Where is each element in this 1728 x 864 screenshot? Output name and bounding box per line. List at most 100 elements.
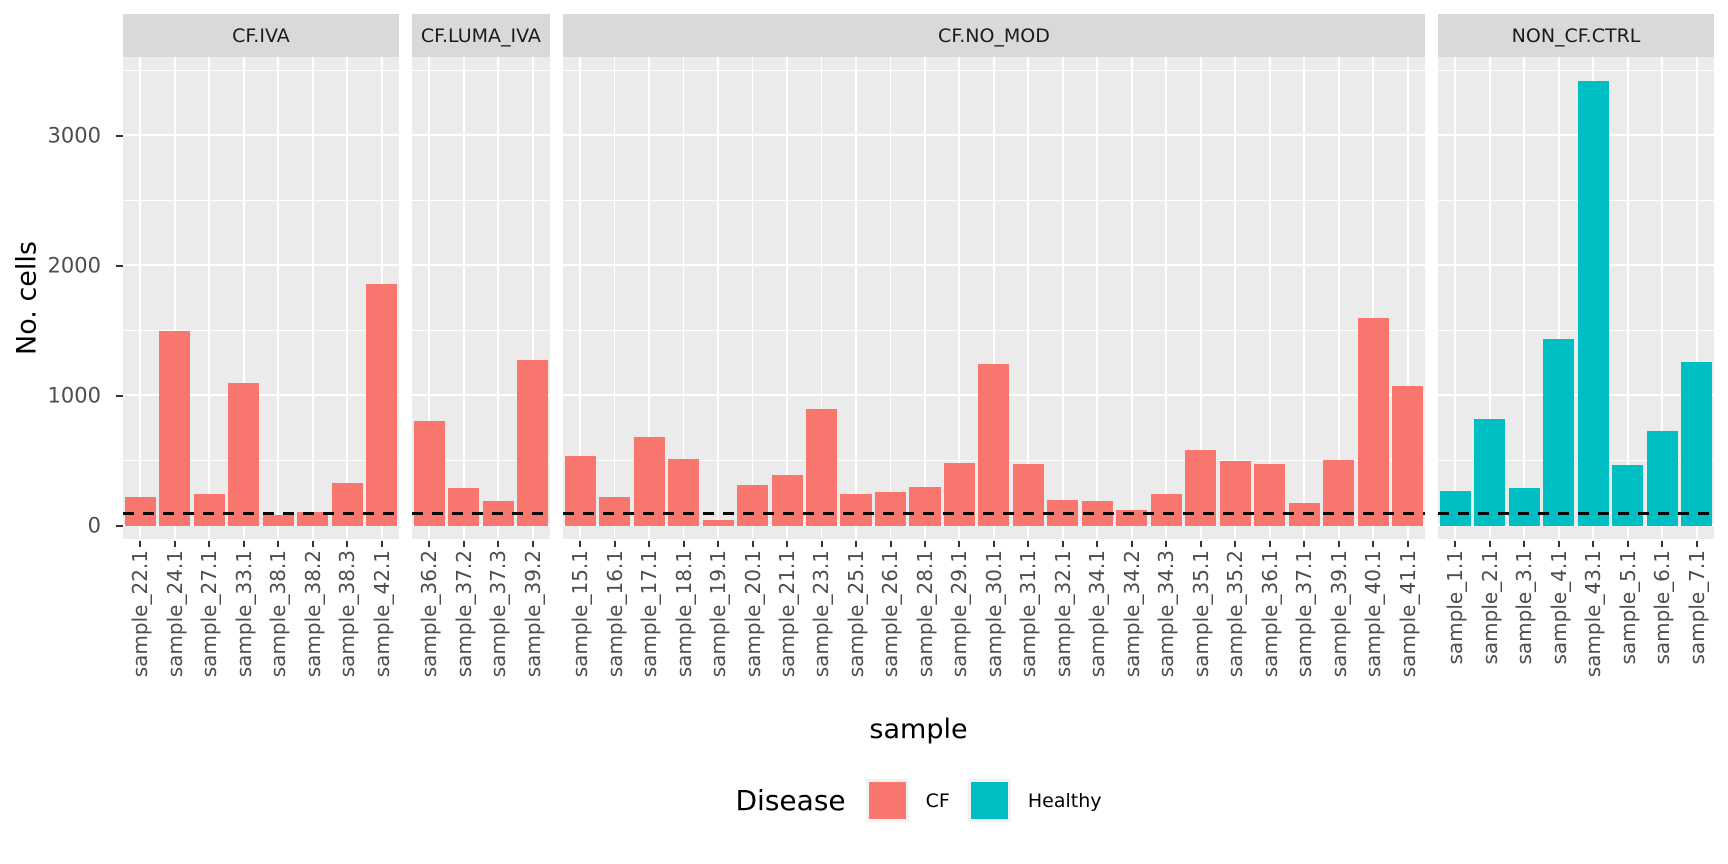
x-tick-mark bbox=[497, 541, 500, 547]
gridline-horizontal bbox=[123, 263, 399, 266]
legend-key bbox=[967, 779, 1011, 822]
gridline-vertical bbox=[717, 57, 719, 539]
gridline-vertical bbox=[462, 57, 465, 539]
y-axis: No. cells 0 1000 2000 3000 bbox=[0, 14, 123, 539]
bar-sample_38.2 bbox=[297, 511, 329, 526]
x-tick-label: sample_34.3 bbox=[1154, 550, 1179, 678]
gridline-vertical bbox=[786, 57, 788, 539]
x-tick-label: sample_35.2 bbox=[1223, 550, 1248, 678]
gridline-horizontal bbox=[1438, 459, 1714, 461]
bar-sample_25.1 bbox=[840, 494, 872, 526]
facet-strip: NON_CF.CTRL bbox=[1438, 14, 1714, 57]
bar-sample_33.1 bbox=[228, 383, 260, 526]
bar-sample_41.1 bbox=[1392, 385, 1424, 526]
x-tick-mark bbox=[1303, 541, 1306, 547]
gridline-horizontal bbox=[411, 393, 550, 396]
bar-sample_36.2 bbox=[413, 420, 445, 526]
bar-sample_30.1 bbox=[978, 363, 1010, 526]
x-tick-label: sample_36.1 bbox=[1257, 550, 1282, 678]
x-tick-label: sample_28.1 bbox=[912, 550, 937, 678]
legend-swatch bbox=[970, 782, 1008, 819]
x-tick-mark bbox=[923, 541, 926, 547]
bar-sample_43.1 bbox=[1577, 81, 1609, 526]
x-tick-mark bbox=[1523, 541, 1526, 547]
x-tick-mark bbox=[1592, 541, 1595, 547]
facet-panels: CF.IVA sample_22.1 sample_24.1 sample_27.1 s… bbox=[123, 14, 1714, 712]
gridline-vertical bbox=[311, 57, 314, 539]
gridline-vertical bbox=[1303, 57, 1306, 539]
x-tick-mark bbox=[208, 541, 211, 547]
x-tick-label: sample_41.1 bbox=[1395, 550, 1420, 678]
gridline-vertical bbox=[208, 57, 211, 539]
gridline-vertical bbox=[1165, 57, 1168, 539]
gridline-horizontal bbox=[123, 393, 399, 396]
x-tick-label: sample_29.1 bbox=[947, 550, 972, 678]
bar-sample_21.1 bbox=[771, 474, 803, 526]
x-tick-label: sample_34.1 bbox=[1085, 550, 1110, 678]
x-tick-label: sample_26.1 bbox=[878, 550, 903, 678]
gridline-vertical bbox=[579, 57, 581, 539]
gridline-vertical bbox=[1027, 57, 1030, 539]
x-tick-mark bbox=[1165, 541, 1168, 547]
x-tick-mark bbox=[1557, 541, 1560, 547]
legend-key bbox=[865, 779, 909, 822]
x-tick-mark bbox=[173, 541, 176, 547]
bar-sample_23.1 bbox=[806, 409, 838, 526]
bar-sample_17.1 bbox=[633, 436, 665, 526]
bar-sample_4.1 bbox=[1543, 338, 1575, 526]
x-tick-mark bbox=[889, 541, 892, 547]
x-tick-label: sample_7.1 bbox=[1684, 550, 1709, 665]
gridline-vertical bbox=[1695, 57, 1698, 539]
bar-sample_20.1 bbox=[737, 485, 769, 526]
gridline-vertical bbox=[1372, 57, 1375, 539]
x-tick-label: sample_36.2 bbox=[417, 550, 442, 678]
x-tick-label: sample_33.1 bbox=[231, 550, 256, 678]
x-tick-label: sample_20.1 bbox=[740, 550, 765, 678]
gridline-horizontal bbox=[411, 133, 550, 136]
facet-strip: CF.NO_MOD bbox=[562, 14, 1426, 57]
bar-sample_26.1 bbox=[874, 492, 906, 526]
plot-area: No. cells 0 1000 2000 3000 CF.IVA sample_22.… bbox=[0, 14, 1728, 712]
y-tick-mark bbox=[116, 395, 123, 397]
x-tick-mark bbox=[682, 541, 685, 547]
gridline-vertical bbox=[1488, 57, 1491, 539]
reference-line bbox=[1438, 511, 1714, 515]
legend-label: CF bbox=[925, 789, 950, 812]
x-tick-mark bbox=[1454, 541, 1457, 547]
gridline-horizontal bbox=[411, 263, 550, 266]
bar-sample_39.1 bbox=[1323, 459, 1355, 526]
gridline-vertical bbox=[139, 57, 142, 539]
x-tick-mark bbox=[958, 541, 961, 547]
x-tick-label: sample_32.1 bbox=[1050, 550, 1075, 678]
x-tick-mark bbox=[820, 541, 823, 547]
facet-strip: CF.LUMA_IVA bbox=[411, 14, 550, 57]
gridline-horizontal bbox=[123, 199, 399, 201]
bar-sample_39.2 bbox=[517, 359, 549, 526]
x-tick-mark bbox=[648, 541, 651, 547]
x-tick-mark bbox=[1661, 541, 1664, 547]
facet-CF.LUMA_IVA: CF.LUMA_IVA sample_36.2 sample_37.2 sample_… bbox=[411, 14, 550, 712]
gridline-vertical bbox=[1130, 57, 1133, 539]
gridline-vertical bbox=[1096, 57, 1099, 539]
bar-sample_28.1 bbox=[909, 487, 941, 526]
gridline-vertical bbox=[1268, 57, 1271, 539]
x-tick-label: sample_21.1 bbox=[775, 550, 799, 678]
x-ticks bbox=[563, 539, 1425, 548]
x-axis-title-row: sample bbox=[0, 712, 1728, 745]
x-tick-label: sample_25.1 bbox=[843, 550, 868, 678]
facet-CF.NO_MOD: CF.NO_MOD sample_15.1 sample_16.1 sample_17… bbox=[562, 14, 1426, 712]
x-tick-label: sample_35.1 bbox=[1188, 550, 1213, 678]
y-tick-mark bbox=[116, 525, 123, 527]
gridline-vertical bbox=[923, 57, 926, 539]
x-tick-mark bbox=[277, 541, 280, 547]
bar-sample_5.1 bbox=[1612, 464, 1644, 526]
gridline-vertical bbox=[242, 57, 245, 539]
x-tick-mark bbox=[380, 541, 383, 547]
x-tick-mark bbox=[1234, 541, 1237, 547]
bar-sample_36.1 bbox=[1254, 463, 1286, 526]
gridline-vertical bbox=[613, 57, 616, 539]
x-tick-label: sample_1.1 bbox=[1443, 550, 1468, 665]
gridline-horizontal bbox=[1438, 329, 1714, 331]
gridline-horizontal bbox=[123, 523, 399, 526]
bar-sample_19.1 bbox=[702, 520, 734, 526]
